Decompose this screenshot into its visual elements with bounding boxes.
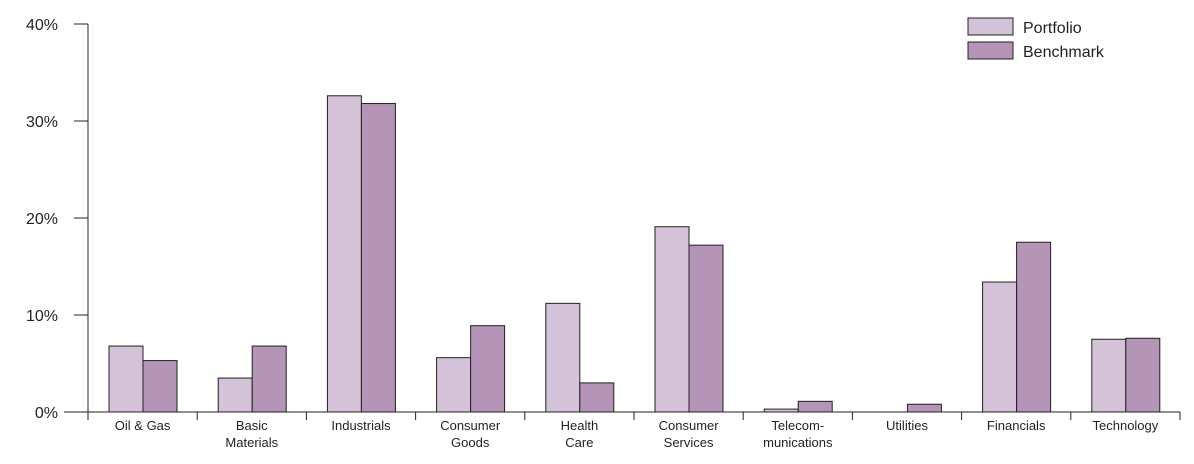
x-tick-label-line: Services xyxy=(664,435,714,450)
legend-swatch-portfolio xyxy=(967,17,1014,36)
bar-benchmark xyxy=(579,382,615,413)
legend-label-benchmark: Benchmark xyxy=(1023,44,1105,61)
x-tick-label-line: munications xyxy=(763,435,833,450)
x-tick-label: Industrials xyxy=(331,418,391,433)
x-tick-label-line: Materials xyxy=(225,435,278,450)
x-tick-label-line: Oil & Gas xyxy=(115,418,171,433)
bar-benchmark xyxy=(1016,241,1052,413)
bar-benchmark xyxy=(1125,337,1161,413)
bar-benchmark xyxy=(470,325,506,413)
x-tick-label: Consumer Goods xyxy=(440,418,501,450)
bars xyxy=(108,95,1161,413)
bar-portfolio xyxy=(1091,338,1127,413)
x-tick-label-line: Industrials xyxy=(331,418,391,433)
y-axis: 0% 10% 20% 30% 40% xyxy=(26,17,89,422)
y-tick-label: 30% xyxy=(26,114,58,131)
x-tick-label: Consumer Services xyxy=(659,418,720,450)
bar-portfolio xyxy=(326,95,362,413)
y-tick-label: 0% xyxy=(35,405,58,422)
bar-portfolio xyxy=(545,302,581,413)
bar-portfolio xyxy=(436,357,472,413)
x-axis: Oil & Gas Basic Materials Industrials Consum… xyxy=(64,411,1181,450)
x-tick-label-line: Technology xyxy=(1093,418,1159,433)
y-tick-label: 40% xyxy=(26,17,58,34)
legend-label-portfolio: Portfolio xyxy=(1023,20,1082,37)
bar-portfolio xyxy=(654,226,690,413)
x-tick-label: Basic Materials xyxy=(225,418,278,450)
bar-benchmark xyxy=(906,403,942,413)
legend: Portfolio Benchmark xyxy=(967,17,1105,61)
x-tick-label-line: Goods xyxy=(451,435,490,450)
x-tick-label: Health Care xyxy=(561,418,599,450)
x-tick-label-line: Consumer xyxy=(659,418,720,433)
bar-benchmark xyxy=(360,103,396,413)
bar-portfolio xyxy=(108,345,144,413)
bar-portfolio xyxy=(982,281,1018,413)
bar-portfolio xyxy=(763,408,799,413)
x-tick-label-line: Care xyxy=(565,435,593,450)
bar-benchmark xyxy=(688,244,724,413)
x-tick-label-line: Financials xyxy=(987,418,1046,433)
bar-portfolio xyxy=(217,377,253,413)
x-tick-label-line: Utilities xyxy=(886,418,928,433)
x-tick-label: Oil & Gas xyxy=(115,418,171,433)
x-tick-label-line: Basic xyxy=(236,418,268,433)
y-tick-label: 10% xyxy=(26,308,58,325)
x-tick-label-line: Telecom- xyxy=(771,418,824,433)
x-tick-label-line: Health xyxy=(561,418,599,433)
y-tick-label: 20% xyxy=(26,211,58,228)
bar-benchmark xyxy=(142,360,178,413)
bar-benchmark xyxy=(251,345,287,413)
x-tick-label: Utilities xyxy=(886,418,928,433)
x-tick-label-line: Consumer xyxy=(440,418,501,433)
legend-swatch-benchmark xyxy=(967,41,1014,60)
x-tick-label: Telecom-munications xyxy=(763,418,833,450)
bar-benchmark xyxy=(797,400,833,413)
x-tick-label: Technology xyxy=(1093,418,1159,433)
x-tick-label: Financials xyxy=(987,418,1046,433)
